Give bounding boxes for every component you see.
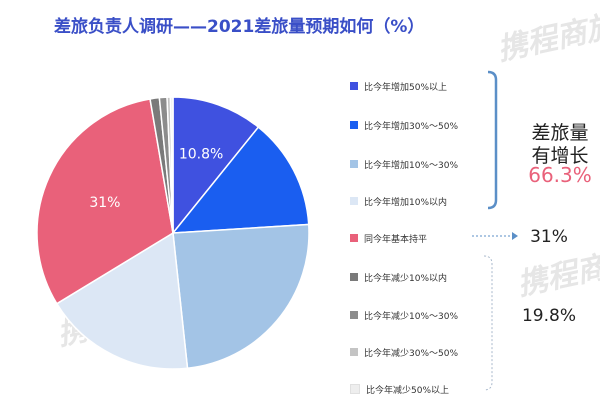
legend-label: 比今年减少10%～30%: [364, 311, 459, 322]
pie-slice: [36, 98, 174, 305]
legend-item: 比今年增加50%以上: [350, 79, 447, 93]
increase-group-line1: 差旅量: [531, 122, 589, 144]
legend-label: 同今年基本持平: [364, 234, 428, 245]
legend-swatch: [350, 160, 358, 168]
legend-label: 比今年减少10%以内: [364, 273, 448, 284]
legend-label: 比今年增加10%～30%: [364, 160, 459, 171]
watermark-top-right: 携程商旅: [494, 8, 600, 68]
legend-label: 比今年增加10%以内: [364, 197, 448, 208]
watermark-right-middle: 携程商旅: [514, 243, 600, 303]
legend-item: 比今年增加10%以内: [350, 194, 447, 208]
legend-item: 比今年减少10%～30%: [350, 308, 458, 322]
legend-swatch: [350, 82, 358, 90]
legend-swatch: [350, 348, 358, 356]
slice-label: 10.8%: [179, 147, 223, 163]
legend-label: 比今年减少50%以上: [366, 385, 450, 396]
legend-swatch: [350, 384, 360, 394]
decrease-group-value: 19.8%: [521, 306, 576, 326]
increase-group-line2: 有增长: [531, 145, 589, 167]
increase-bracket: [487, 70, 498, 210]
chart-title: 差旅负责人调研——2021差旅量预期如何（%）: [54, 17, 425, 37]
pie-slice: [171, 126, 310, 234]
pie-slice-labels: 10.8% 31%: [89, 147, 223, 212]
legend-item: 比今年减少50%以上: [350, 382, 449, 396]
legend-label: 比今年增加30%～50%: [364, 121, 459, 132]
pie-slice: [55, 231, 189, 370]
legend-swatch: [350, 273, 358, 281]
legend-label: 比今年减少30%～50%: [364, 348, 459, 359]
legend-item: 比今年增加30%～50%: [350, 118, 458, 132]
legend-item: 比今年减少30%～50%: [350, 345, 458, 359]
legend-item: 比今年减少10%以内: [350, 270, 447, 284]
legend-swatch: [350, 311, 358, 319]
legend-swatch: [350, 121, 358, 129]
slice-label: 31%: [89, 195, 120, 211]
pie-slices: [36, 96, 310, 370]
legend-swatch: [350, 197, 358, 205]
flat-arrow-head: [512, 232, 518, 240]
pie-slice: [172, 223, 310, 370]
group-connectors: [472, 70, 518, 391]
pie-slice: [169, 96, 174, 234]
legend-label: 比今年增加50%以上: [364, 82, 448, 93]
legend: 比今年增加50%以上 比今年增加30%～50% 比今年增加10%～30% 比今年…: [350, 0, 510, 404]
pie-slice: [172, 96, 260, 236]
flat-group-value: 31%: [530, 227, 568, 247]
legend-item: 比今年增加10%～30%: [350, 157, 458, 171]
legend-item: 同今年基本持平: [350, 231, 427, 245]
increase-group-value: 66.3%: [528, 163, 592, 187]
legend-swatch: [350, 234, 358, 242]
